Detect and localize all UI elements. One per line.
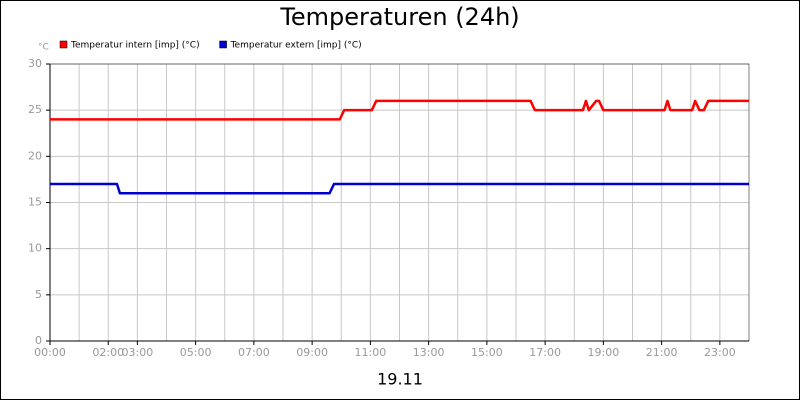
y-axis-label: °C [38,43,49,53]
x-tick-label: 23:00 [704,346,736,359]
legend-swatch [219,40,227,49]
x-tick-label: 17:00 [529,346,561,359]
x-tick-label: 15:00 [471,346,503,359]
y-tick-label: 30 [28,57,42,70]
legend-label: Temperatur extern [imp] (°C) [230,41,362,51]
plot-border [49,63,750,342]
y-tick-label: 20 [28,149,42,162]
series-line [50,99,749,121]
x-tick-label: 21:00 [646,346,678,359]
x-tick-label: 03:00 [122,346,154,359]
x-tick-label: 05:00 [180,346,212,359]
x-tick-label: 07:00 [238,346,270,359]
y-tick-label: 0 [35,334,42,347]
y-tick-label: 25 [28,103,42,116]
legend-swatch [59,40,68,49]
x-tick-label: 00:00 [34,346,66,359]
series-line [50,182,749,195]
x-tick-label: 09:00 [296,346,328,359]
x-axis-label: 19.11 [377,370,423,389]
chart-title: Temperaturen (24h) [279,3,519,31]
x-tick-label: 11:00 [355,346,387,359]
y-tick-label: 10 [28,242,42,255]
x-tick-label: 02:00 [92,346,124,359]
x-tick-label: 19:00 [588,346,620,359]
x-tick-label: 13:00 [413,346,445,359]
y-tick-label: 5 [35,288,42,301]
legend-label: Temperatur intern [imp] (°C) [70,41,200,51]
y-tick-label: 15 [28,196,42,209]
